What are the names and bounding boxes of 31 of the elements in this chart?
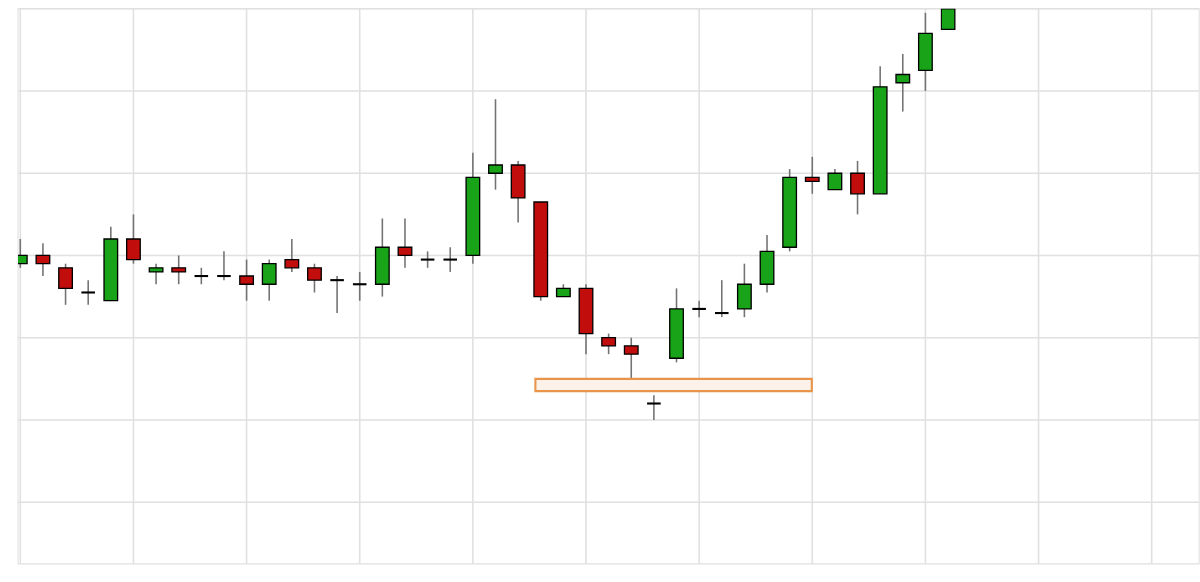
candlestick (397, 217, 413, 269)
candlestick (488, 98, 503, 191)
candlestick (917, 12, 933, 92)
candlestick (736, 262, 752, 318)
candlestick (623, 336, 639, 380)
candlestick (827, 168, 843, 191)
candlestick (261, 258, 277, 302)
candlestick (58, 262, 74, 306)
candlestick (510, 160, 526, 224)
candlestick (351, 271, 368, 302)
candlestick (216, 250, 232, 281)
candlestick (713, 279, 730, 318)
candlestick (691, 299, 707, 318)
candlestick (759, 234, 775, 294)
candlestick (374, 217, 390, 298)
candlestick (35, 242, 51, 277)
candlestick (126, 213, 141, 265)
candlestick (329, 275, 345, 314)
candlestick (646, 394, 662, 421)
candlestick (148, 262, 164, 286)
candlestick (578, 283, 594, 355)
candlestick (442, 246, 459, 273)
candlestick (284, 238, 300, 273)
candlestick (171, 254, 187, 286)
candlestick (601, 332, 617, 355)
candlestick (804, 156, 820, 195)
candlestick (239, 258, 255, 302)
candlestick (80, 279, 97, 306)
candlestick (850, 160, 865, 216)
candlestick (895, 53, 911, 113)
candlestick (307, 262, 322, 294)
